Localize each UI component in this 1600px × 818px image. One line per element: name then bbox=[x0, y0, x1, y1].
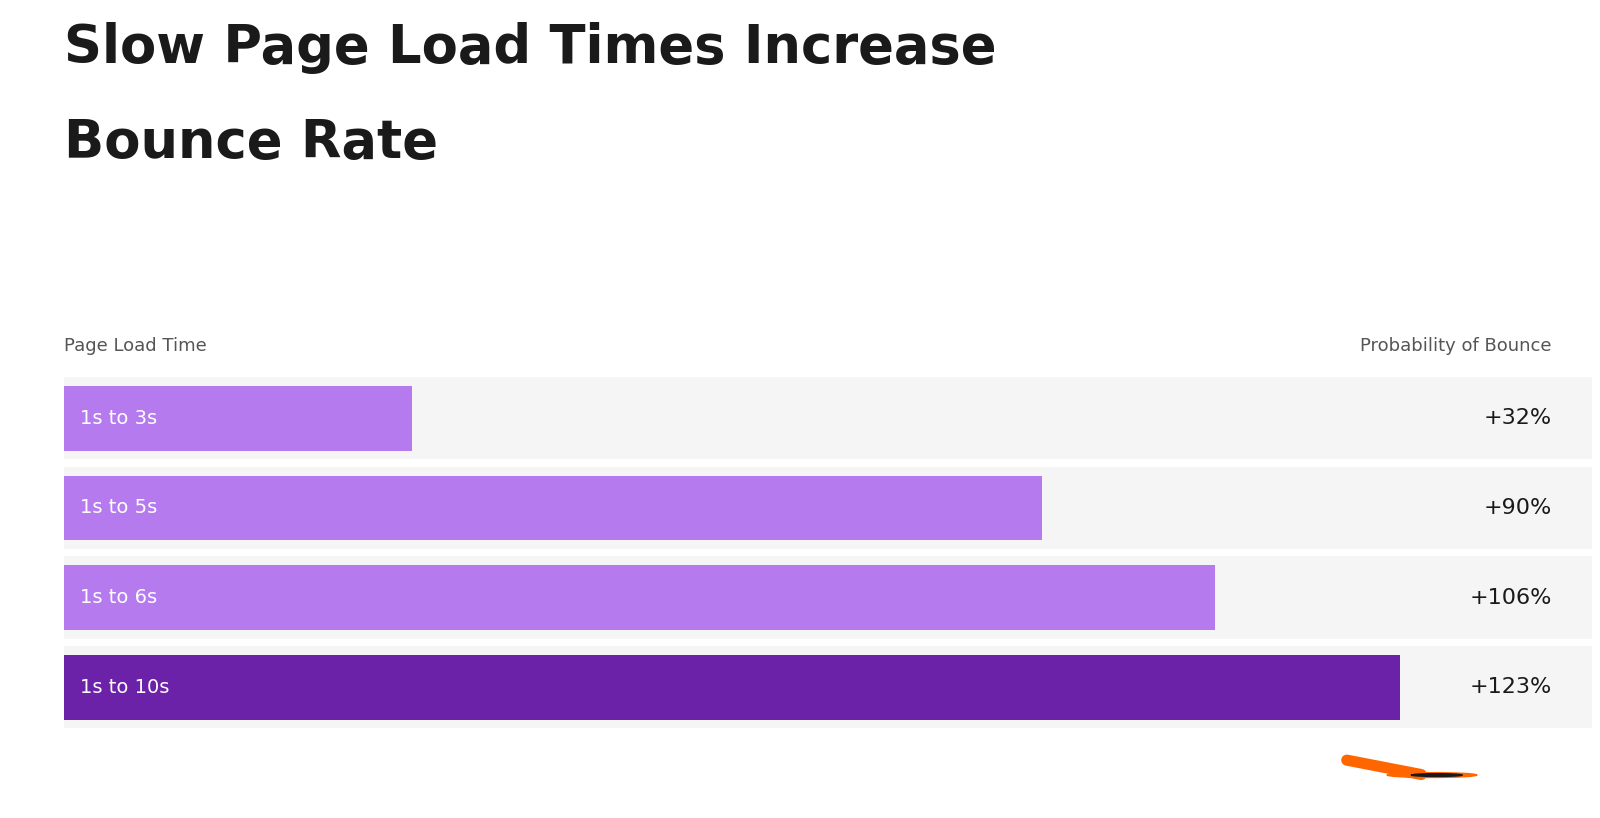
Text: Slow Page Load Times Increase: Slow Page Load Times Increase bbox=[64, 22, 997, 74]
Text: +90%: +90% bbox=[1483, 498, 1552, 518]
FancyArrowPatch shape bbox=[1347, 760, 1421, 775]
Text: Probability of Bounce: Probability of Bounce bbox=[1360, 337, 1552, 355]
Text: semrush.com: semrush.com bbox=[64, 766, 195, 784]
FancyBboxPatch shape bbox=[64, 386, 411, 451]
Text: SEMRUSH: SEMRUSH bbox=[1398, 761, 1552, 789]
FancyBboxPatch shape bbox=[64, 467, 1592, 549]
FancyBboxPatch shape bbox=[64, 556, 1592, 639]
Text: Bounce Rate: Bounce Rate bbox=[64, 117, 438, 169]
FancyBboxPatch shape bbox=[64, 377, 1592, 460]
Circle shape bbox=[1387, 773, 1477, 777]
Text: 1s to 10s: 1s to 10s bbox=[80, 678, 170, 697]
FancyBboxPatch shape bbox=[64, 565, 1216, 630]
Text: +32%: +32% bbox=[1483, 408, 1552, 428]
Text: +106%: +106% bbox=[1470, 587, 1552, 608]
Text: 1s to 3s: 1s to 3s bbox=[80, 409, 157, 428]
Text: +123%: +123% bbox=[1470, 677, 1552, 697]
FancyBboxPatch shape bbox=[64, 655, 1400, 720]
FancyBboxPatch shape bbox=[64, 646, 1592, 729]
Text: Page Load Time: Page Load Time bbox=[64, 337, 206, 355]
Text: 1s to 5s: 1s to 5s bbox=[80, 498, 157, 518]
Text: 1s to 6s: 1s to 6s bbox=[80, 588, 157, 607]
FancyBboxPatch shape bbox=[64, 475, 1042, 540]
Circle shape bbox=[1411, 774, 1462, 776]
